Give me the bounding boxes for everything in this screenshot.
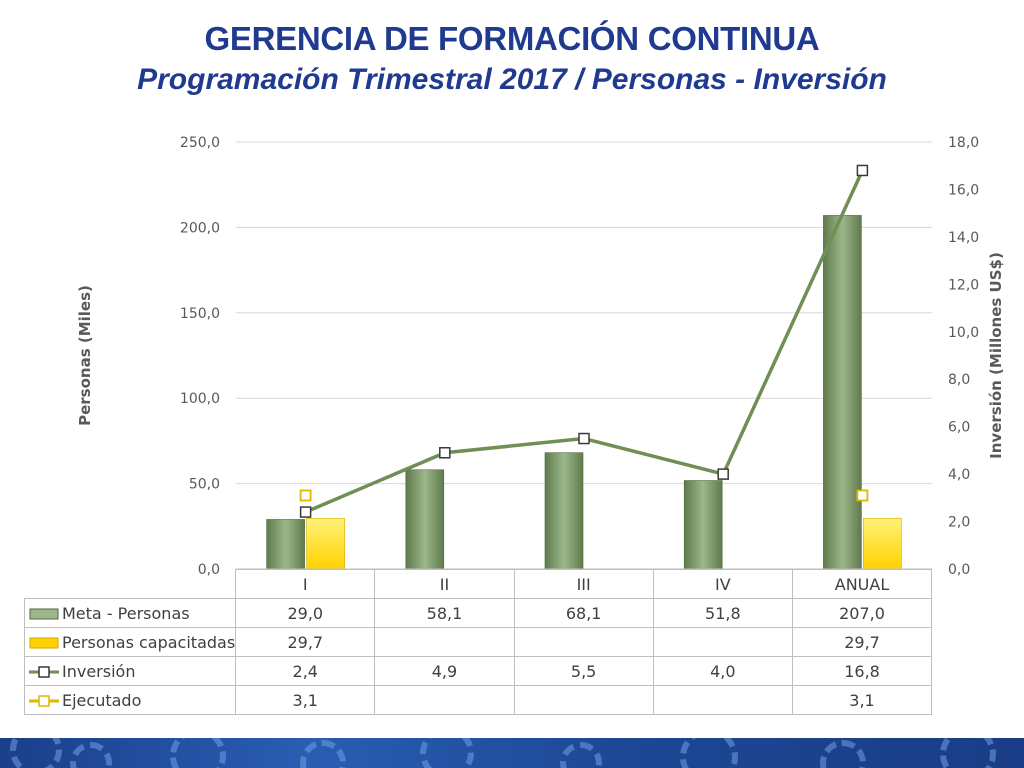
point-inversion (299, 506, 312, 518)
y-left-tick-label: 100,0 (180, 391, 220, 407)
x-tick-label: III (513, 569, 654, 599)
y-right-tick-label: 8,0 (948, 372, 970, 388)
table-cell: 207,0 (791, 598, 933, 628)
table-cell: 29,7 (791, 627, 933, 657)
gear-icon (420, 738, 474, 768)
point-inversion (856, 164, 869, 177)
table-cell: 29,0 (235, 598, 376, 628)
gear-icon (170, 738, 226, 768)
y-left-tick-label: 250,0 (180, 135, 220, 151)
y-left-axis-label: Personas (Miles) (76, 285, 94, 426)
table-cell (513, 685, 654, 715)
table-cell: 16,8 (791, 656, 933, 686)
bar-personas-capacitadas (306, 517, 345, 570)
point-inversion (578, 432, 590, 445)
legend-entry: Meta - Personas (23, 598, 237, 628)
legend-entry: Personas capacitadas (23, 627, 237, 657)
table-cell (652, 685, 793, 715)
table-cell: 2,4 (235, 656, 376, 686)
legend-entry: Inversión (23, 656, 237, 686)
point-ejecutado (856, 489, 869, 502)
table-cell: 5,5 (513, 656, 654, 686)
y-left-tick-label: 50,0 (189, 477, 220, 493)
x-tick-label: II (374, 569, 515, 599)
legend-swatch-icon (29, 608, 59, 620)
point-ejecutado (299, 489, 312, 502)
table-cell (513, 627, 654, 657)
table-cell: 58,1 (374, 598, 515, 628)
gear-icon (10, 738, 62, 768)
legend-label: Inversión (62, 661, 136, 681)
gear-icon (680, 738, 738, 768)
table-row: Personas capacitadas 29,7 29,7 (23, 627, 933, 657)
gear-icon (300, 740, 346, 768)
gear-icon (820, 740, 866, 768)
table-cell: 3,1 (235, 685, 376, 715)
y-right-tick-label: 14,0 (948, 230, 979, 246)
table-cell: 51,8 (652, 598, 793, 628)
footer-banner (0, 738, 1024, 768)
chart-canvas: 0,050,0100,0150,0200,0250,00,02,04,06,08… (76, 135, 1005, 578)
legend-swatch-icon (29, 695, 59, 707)
y-right-tick-label: 0,0 (948, 562, 970, 578)
table-cell: 68,1 (513, 598, 654, 628)
y-right-tick-label: 10,0 (948, 325, 979, 341)
table-cell: 4,0 (652, 656, 793, 686)
y-right-tick-label: 2,0 (948, 515, 970, 531)
gear-icon (70, 742, 112, 768)
legend-label: Meta - Personas (62, 603, 190, 623)
y-right-tick-label: 6,0 (948, 420, 970, 436)
table-cell (652, 627, 793, 657)
table-cell: 4,9 (374, 656, 515, 686)
legend-swatch-icon (29, 637, 59, 649)
y-right-tick-label: 16,0 (948, 182, 979, 198)
bar-meta-personas (683, 480, 723, 570)
legend-label: Personas capacitadas (62, 632, 236, 652)
table-header-row: I II III IV ANUAL (24, 569, 933, 599)
table-corner (24, 569, 237, 599)
table-row: Ejecutado 3,1 3,1 (23, 685, 933, 715)
bar-meta-personas (823, 215, 862, 570)
bar-meta-personas (544, 452, 584, 570)
gear-icon (940, 738, 996, 768)
gear-icon (560, 742, 602, 768)
y-right-axis-label: Inversión (Millones US$) (987, 252, 1005, 459)
x-tick-label: I (235, 569, 376, 599)
x-tick-label: IV (652, 569, 793, 599)
chart-subtitle: Programación Trimestral 2017 / Personas … (137, 63, 887, 96)
bar-meta-personas (405, 469, 445, 570)
table-cell (374, 627, 515, 657)
legend-swatch-icon (29, 666, 59, 678)
line-inversion (304, 169, 864, 514)
y-right-tick-label: 18,0 (948, 135, 979, 151)
legend-label: Ejecutado (62, 690, 142, 710)
x-tick-label: ANUAL (791, 569, 933, 599)
bar-meta-personas (266, 519, 305, 570)
y-left-tick-label: 200,0 (180, 220, 220, 236)
table-row: Meta - Personas 29,0 58,1 68,1 51,8 207,0 (23, 598, 933, 628)
table-cell: 29,7 (235, 627, 376, 657)
table-cell (374, 685, 515, 715)
y-left-tick-label: 150,0 (180, 306, 220, 322)
table-cell: 3,1 (791, 685, 933, 715)
y-right-tick-label: 4,0 (948, 467, 970, 483)
chart-title: GERENCIA DE FORMACIÓN CONTINUA (204, 20, 820, 57)
point-inversion (717, 468, 729, 480)
y-right-tick-label: 12,0 (948, 277, 979, 293)
data-table: I II III IV ANUAL Meta - Personas 29,0 58,1 68,1… (23, 569, 933, 715)
legend-entry: Ejecutado (23, 685, 237, 715)
point-inversion (439, 447, 451, 459)
bar-personas-capacitadas (863, 517, 902, 570)
table-row: Inversión 2,4 4,9 5,5 4,0 16,8 (23, 656, 933, 686)
